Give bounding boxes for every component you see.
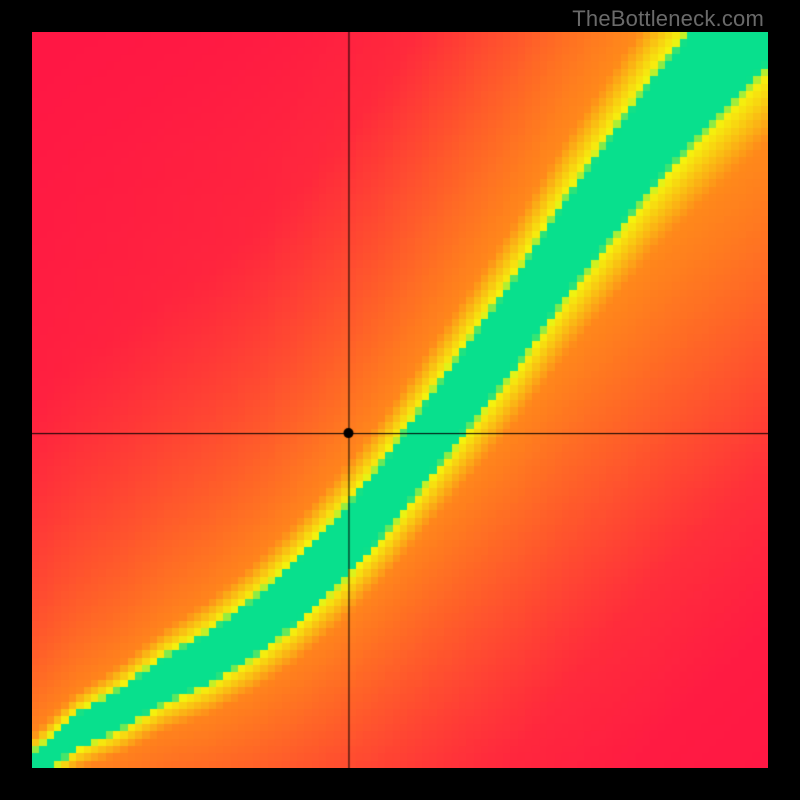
bottleneck-heatmap: [32, 32, 768, 768]
chart-container: TheBottleneck.com: [0, 0, 800, 800]
watermark-text: TheBottleneck.com: [572, 6, 764, 32]
